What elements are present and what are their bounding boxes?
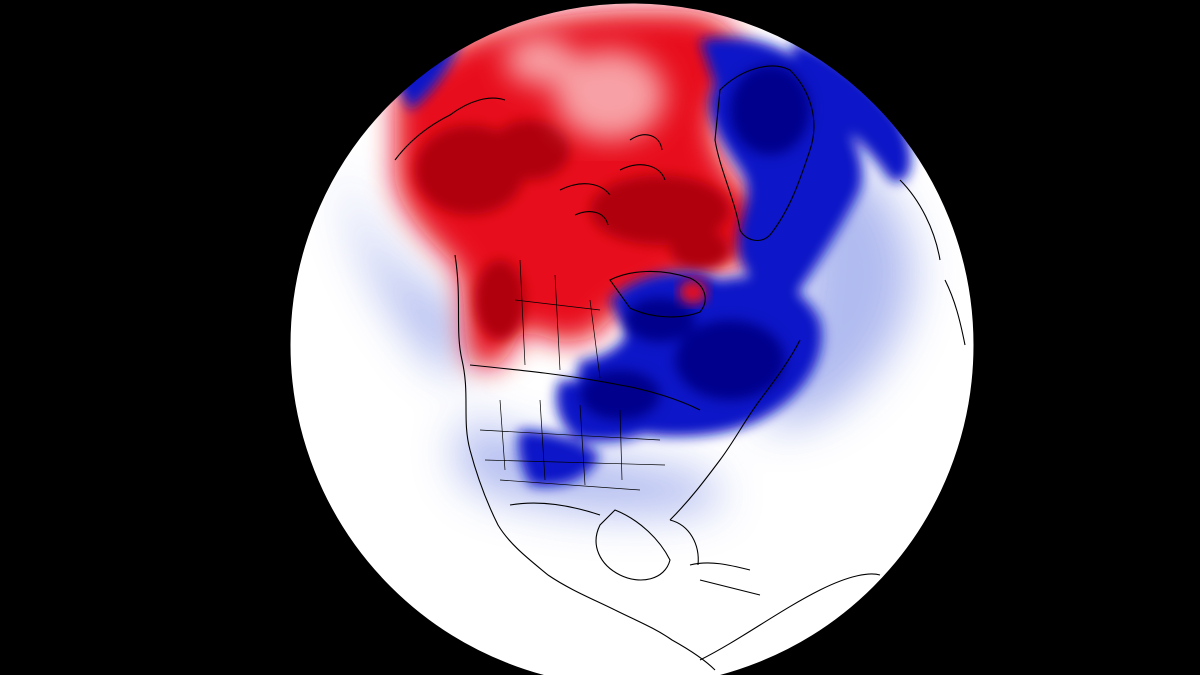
border-us-mexico — [509, 502, 601, 516]
coast-east-us — [669, 339, 801, 521]
border-canada-us — [469, 364, 701, 411]
warm-core-archipelago — [590, 175, 730, 245]
state-lines — [479, 399, 666, 491]
cold-core-ontario — [580, 370, 660, 420]
cold-core-quebec — [675, 320, 785, 400]
cold-siberia-rim — [790, 40, 911, 182]
coastlines — [394, 65, 966, 671]
cold-northern-plains — [518, 430, 600, 487]
cold-core-hudson — [625, 298, 695, 342]
coast-caribbean — [689, 562, 761, 596]
warm-core-yukon — [490, 120, 570, 180]
coast-central-america — [614, 609, 716, 671]
province-lines — [514, 259, 601, 379]
warm-light-arctic-left — [505, 35, 575, 85]
coast-arctic-islands — [559, 134, 666, 226]
anomaly-field — [340, 10, 913, 514]
coast-florida — [669, 519, 699, 566]
warm-core-baffin — [670, 230, 730, 270]
globe-edge — [289, 2, 975, 675]
coast-south-america — [699, 573, 881, 661]
warm-core-west-canada — [475, 260, 525, 340]
coast-greenland — [714, 65, 815, 241]
cold-core-greenland — [730, 65, 810, 155]
cold-halo-west — [340, 160, 470, 380]
warm-light-arctic-center — [555, 50, 665, 140]
coast-europe — [899, 179, 966, 346]
coast-gulf-of-mexico — [595, 509, 671, 581]
coast-hudson-bay — [609, 270, 706, 318]
coast-alaska — [394, 97, 506, 161]
coast-north-america-west — [454, 254, 616, 611]
warm-spot-james-bay — [679, 280, 707, 304]
